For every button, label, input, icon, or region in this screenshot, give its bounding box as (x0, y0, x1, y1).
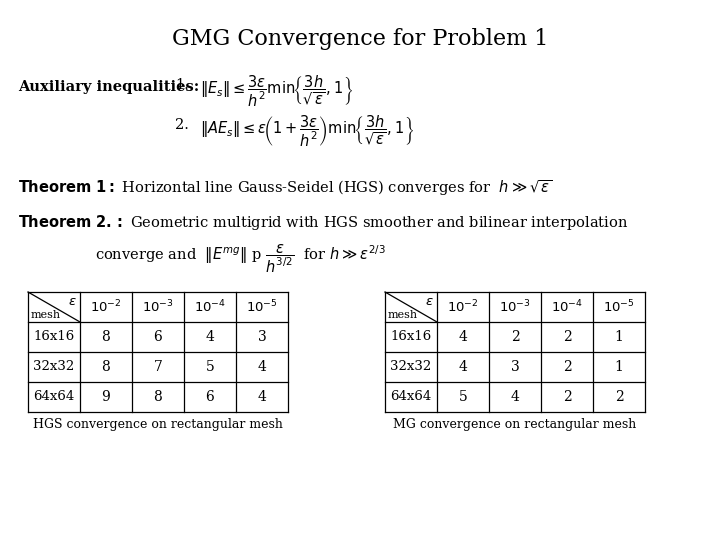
Text: 3: 3 (510, 360, 519, 374)
Text: $\varepsilon$: $\varepsilon$ (68, 295, 77, 308)
Text: converge and  $\|E^{mg}\|$ p $\dfrac{\varepsilon}{h^{3/2}}$  for $h \gg \varepsi: converge and $\|E^{mg}\|$ p $\dfrac{\var… (95, 243, 386, 275)
Text: 4: 4 (258, 390, 266, 404)
Text: 2: 2 (510, 330, 519, 344)
Text: 2.: 2. (175, 118, 189, 132)
Text: 16x16: 16x16 (390, 330, 431, 343)
Text: $10^{-2}$: $10^{-2}$ (90, 299, 122, 315)
Text: 64x64: 64x64 (390, 390, 431, 403)
Text: 2: 2 (615, 390, 624, 404)
Text: 4: 4 (206, 330, 215, 344)
Text: HGS convergence on rectangular mesh: HGS convergence on rectangular mesh (33, 418, 283, 431)
Text: GMG Convergence for Problem 1: GMG Convergence for Problem 1 (172, 28, 548, 50)
Text: Auxiliary inequalities:: Auxiliary inequalities: (18, 80, 199, 94)
Text: $\|E_s\| \leq \dfrac{3\varepsilon}{h^2} \min\!\left\{\dfrac{3h}{\sqrt{\varepsilo: $\|E_s\| \leq \dfrac{3\varepsilon}{h^2} … (200, 74, 354, 109)
Text: 4: 4 (510, 390, 519, 404)
Text: 2: 2 (562, 330, 572, 344)
Text: $10^{-5}$: $10^{-5}$ (603, 299, 635, 315)
Text: $10^{-4}$: $10^{-4}$ (194, 299, 226, 315)
Text: 4: 4 (459, 360, 467, 374)
Text: 1.: 1. (175, 78, 189, 92)
Text: MG convergence on rectangular mesh: MG convergence on rectangular mesh (393, 418, 636, 431)
Text: 5: 5 (206, 360, 215, 374)
Text: 64x64: 64x64 (33, 390, 75, 403)
Text: 4: 4 (258, 360, 266, 374)
Text: $10^{-3}$: $10^{-3}$ (499, 299, 531, 315)
Text: 4: 4 (459, 330, 467, 344)
Text: 9: 9 (102, 390, 110, 404)
Text: $\mathbf{Theorem\ 1:}$ Horizontal line Gauss-Seidel (HGS) converges for  $h \gg : $\mathbf{Theorem\ 1:}$ Horizontal line G… (18, 178, 552, 198)
Text: 32x32: 32x32 (390, 361, 431, 374)
Text: 1: 1 (615, 330, 624, 344)
Text: 2: 2 (562, 360, 572, 374)
Text: 6: 6 (153, 330, 163, 344)
Text: $\mathbf{Theorem\ 2.:}$ Geometric multigrid with HGS smoother and bilinear inter: $\mathbf{Theorem\ 2.:}$ Geometric multig… (18, 213, 629, 232)
Text: 3: 3 (258, 330, 266, 344)
Text: 8: 8 (102, 330, 110, 344)
Text: mesh: mesh (388, 310, 418, 320)
Text: 5: 5 (459, 390, 467, 404)
Text: 32x32: 32x32 (33, 361, 75, 374)
Text: $10^{-4}$: $10^{-4}$ (551, 299, 583, 315)
Text: 2: 2 (562, 390, 572, 404)
Text: $10^{-3}$: $10^{-3}$ (142, 299, 174, 315)
Text: $\varepsilon$: $\varepsilon$ (426, 295, 434, 308)
Text: $10^{-5}$: $10^{-5}$ (246, 299, 278, 315)
Text: 1: 1 (615, 360, 624, 374)
Text: 8: 8 (102, 360, 110, 374)
Text: 7: 7 (153, 360, 163, 374)
Text: $10^{-2}$: $10^{-2}$ (447, 299, 479, 315)
Text: 6: 6 (206, 390, 215, 404)
Text: mesh: mesh (31, 310, 61, 320)
Text: 8: 8 (153, 390, 163, 404)
Text: 16x16: 16x16 (33, 330, 75, 343)
Text: $\|AE_s\| \leq \varepsilon\!\left(1+\dfrac{3\varepsilon}{h^2}\right)\min\!\left\: $\|AE_s\| \leq \varepsilon\!\left(1+\dfr… (200, 114, 415, 149)
